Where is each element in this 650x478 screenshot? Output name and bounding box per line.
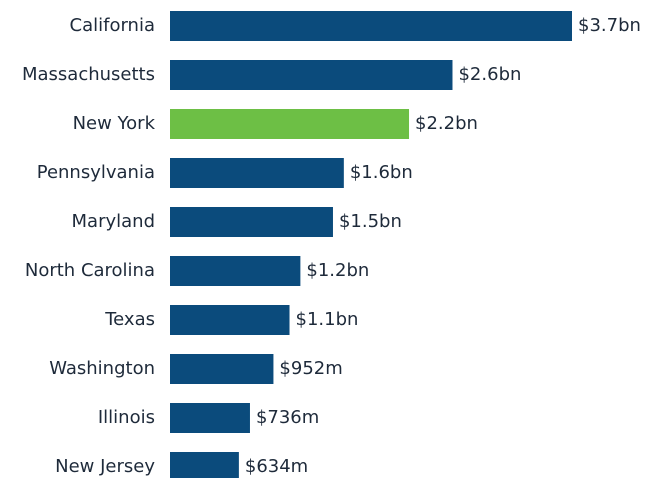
value-label: $634m [245,456,308,477]
category-label: Illinois [98,407,155,428]
bar [170,158,344,188]
value-label: $3.7bn [578,15,641,36]
value-label: $1.5bn [339,211,402,232]
category-label: Pennsylvania [37,162,155,183]
bar [170,354,274,384]
value-label: $1.2bn [306,260,369,281]
category-label: New York [73,113,156,134]
category-label: Washington [49,358,155,379]
category-label: North Carolina [25,260,155,281]
category-label: Maryland [72,211,155,232]
value-label: $2.2bn [415,113,478,134]
category-label: Massachusetts [22,64,155,85]
bar [170,207,333,237]
value-label: $736m [256,407,319,428]
bar [170,60,453,90]
bar [170,305,290,335]
value-label: $1.1bn [296,309,359,330]
category-label: New Jersey [55,456,155,477]
bar [170,109,410,139]
value-label: $952m [279,358,342,379]
value-label: $1.6bn [350,162,413,183]
bar [170,11,572,41]
bar [170,452,239,478]
category-label: Texas [104,309,155,330]
category-label: California [70,15,155,36]
bar [170,256,301,286]
value-label: $2.6bn [458,64,521,85]
bar [170,403,250,433]
